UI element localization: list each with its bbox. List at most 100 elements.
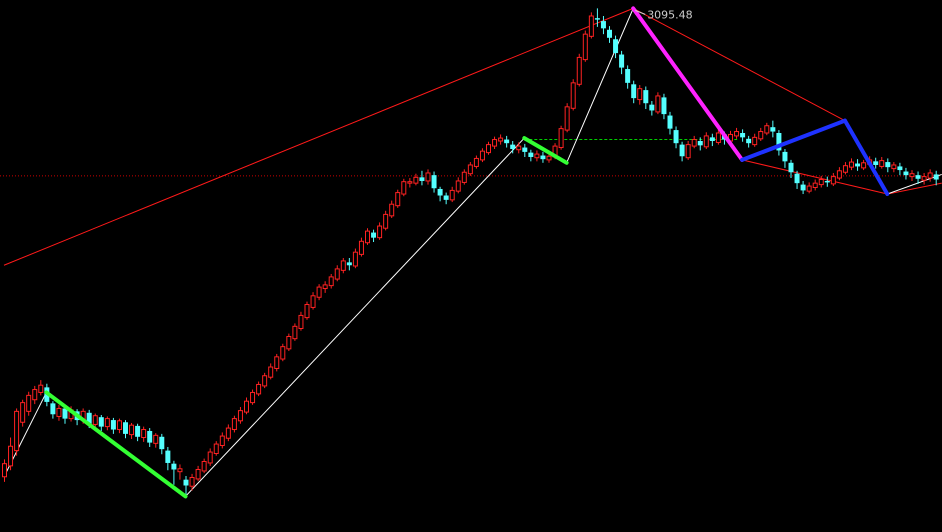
channel-line-3 — [741, 159, 888, 195]
candle — [540, 151, 546, 163]
candle — [104, 416, 110, 431]
candle-body — [189, 476, 195, 487]
candle-body — [564, 106, 570, 131]
candle-body — [419, 177, 425, 181]
candle-body — [842, 165, 848, 173]
candle-body — [830, 176, 836, 185]
zigzag-leg-magenta-2 — [631, 6, 745, 162]
candle — [903, 167, 909, 180]
candle — [667, 111, 673, 135]
candle — [358, 237, 364, 257]
candle-body — [667, 115, 673, 129]
candle — [20, 399, 26, 427]
candle-body — [237, 410, 243, 422]
candle-body — [244, 400, 249, 413]
candle — [225, 424, 231, 442]
candle — [806, 182, 812, 194]
candle — [631, 80, 637, 104]
candle-body — [806, 185, 812, 192]
candle-body — [812, 182, 818, 189]
candle-body — [637, 88, 643, 101]
candle — [818, 175, 824, 188]
candle — [14, 408, 20, 456]
candle-body — [395, 192, 401, 207]
candle — [201, 458, 207, 474]
candle-body — [921, 176, 927, 181]
candle — [401, 178, 407, 197]
channel-line-0 — [3, 7, 634, 266]
candle-body — [522, 147, 528, 152]
candle-body — [655, 95, 661, 113]
candle — [921, 172, 927, 185]
candle-body — [909, 173, 915, 178]
candle — [8, 437, 14, 471]
candle-body — [250, 391, 256, 404]
candle-body — [770, 127, 776, 132]
candle — [715, 129, 721, 145]
zigzag-leg-green-0 — [44, 390, 188, 499]
candle — [377, 222, 383, 240]
candle — [927, 169, 933, 182]
candle — [655, 92, 661, 115]
candle — [38, 380, 44, 396]
candle — [703, 132, 709, 149]
candle — [885, 158, 891, 173]
candle-body — [310, 295, 316, 308]
candle-body — [316, 286, 322, 298]
candle-body — [425, 172, 431, 182]
candle-body — [758, 131, 764, 140]
candle-body — [776, 133, 782, 151]
candle-body — [110, 420, 116, 430]
candle — [649, 101, 655, 116]
candle — [697, 137, 703, 151]
candle — [782, 148, 788, 168]
candle-body — [673, 130, 679, 144]
candle-body — [455, 180, 461, 192]
candle-body — [879, 160, 885, 167]
candle-body — [153, 434, 159, 444]
candle-body — [62, 408, 68, 419]
candle — [564, 103, 570, 133]
candle — [135, 423, 141, 442]
candle — [437, 186, 443, 202]
candle-body — [467, 164, 473, 175]
candle — [129, 422, 135, 439]
candle — [758, 127, 764, 141]
candle-body — [346, 262, 352, 266]
candle-body — [782, 151, 788, 162]
candle — [516, 142, 522, 154]
candle-body — [141, 429, 147, 439]
candle — [752, 133, 758, 147]
candle — [685, 140, 691, 160]
overlay-lines-front — [44, 6, 890, 499]
candle — [643, 86, 649, 110]
candle — [486, 141, 491, 155]
candle-body — [897, 166, 903, 171]
candle — [334, 265, 340, 282]
candle — [855, 159, 861, 171]
candle — [250, 389, 256, 405]
candle — [183, 476, 189, 497]
candle-body — [661, 97, 667, 115]
candle-body — [824, 180, 830, 183]
candle — [262, 372, 268, 389]
candle — [207, 448, 213, 466]
candle — [274, 353, 280, 372]
candle — [915, 171, 921, 184]
candle-body — [383, 213, 389, 229]
candle-body — [86, 412, 92, 424]
candle — [528, 149, 534, 162]
candle-body — [225, 427, 231, 439]
candle-body — [492, 139, 498, 147]
channel-line-4 — [887, 182, 942, 195]
candle — [147, 428, 153, 447]
candle-body — [540, 155, 546, 160]
candle-body — [679, 144, 685, 157]
candle-body — [340, 260, 346, 271]
candle-body — [268, 366, 274, 378]
candle-body — [177, 468, 183, 473]
zigzag-leg-blue-4 — [842, 118, 890, 197]
candles-group — [2, 8, 939, 497]
candle — [522, 143, 528, 157]
